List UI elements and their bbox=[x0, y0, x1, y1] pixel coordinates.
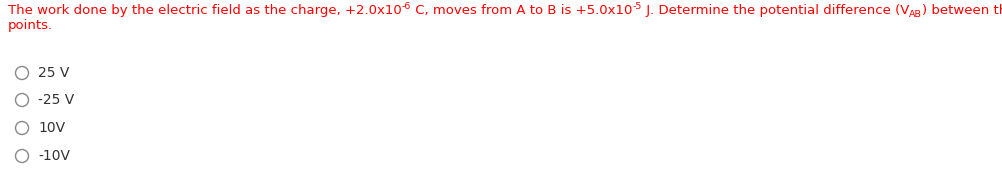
Text: 25 V: 25 V bbox=[38, 66, 69, 80]
Text: points.: points. bbox=[8, 19, 53, 32]
Text: J. Determine the potential difference (V: J. Determine the potential difference (V bbox=[641, 4, 909, 17]
Text: ) between these: ) between these bbox=[921, 4, 1002, 17]
Text: -10V: -10V bbox=[38, 149, 70, 163]
Text: C, moves from A to B is +5.0x10: C, moves from A to B is +5.0x10 bbox=[411, 4, 632, 17]
Text: The work done by the electric field as the charge, +2.0x10: The work done by the electric field as t… bbox=[8, 4, 402, 17]
Text: -5: -5 bbox=[632, 2, 641, 11]
Text: -25 V: -25 V bbox=[38, 93, 74, 107]
Text: AB: AB bbox=[909, 10, 921, 19]
Text: 10V: 10V bbox=[38, 121, 65, 135]
Text: -6: -6 bbox=[402, 2, 411, 11]
